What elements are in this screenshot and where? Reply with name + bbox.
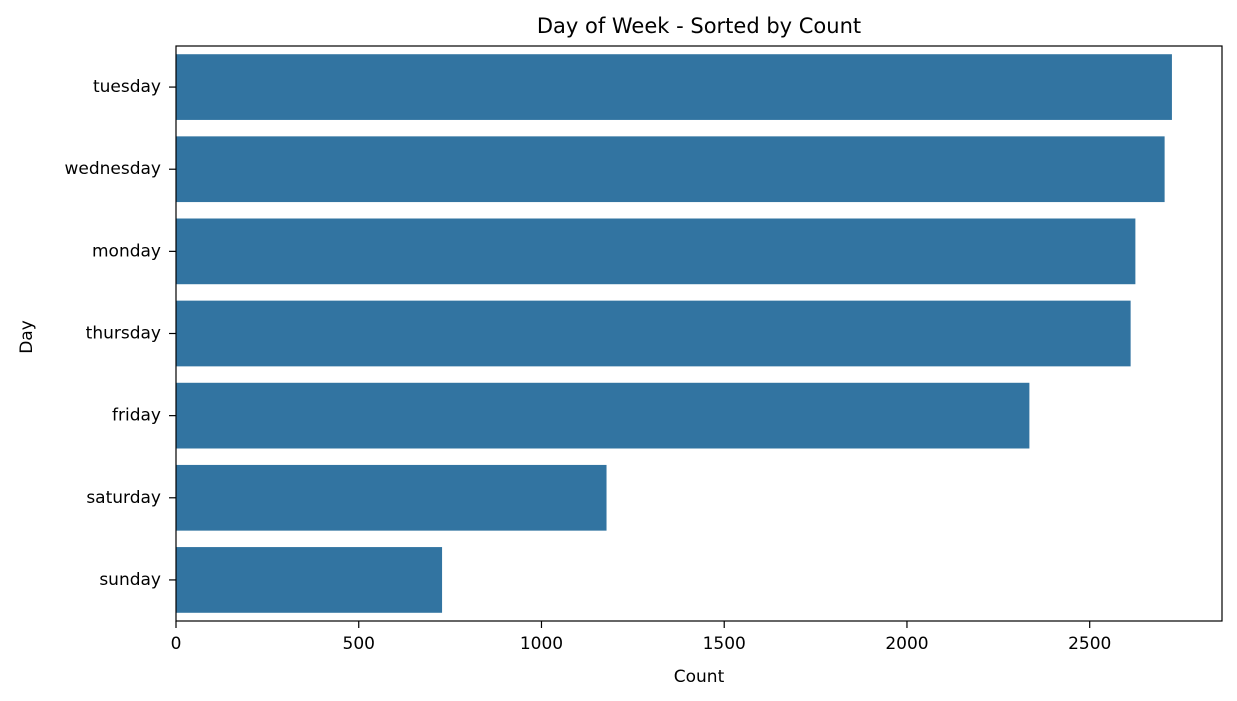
y-tick-label-saturday: saturday (86, 488, 161, 508)
bar-saturday (176, 464, 607, 531)
y-axis: tuesday wednesday monday thursday friday satu… (64, 77, 176, 590)
x-tick-label-1000: 1000 (520, 634, 563, 654)
bar-wednesday (176, 136, 1165, 203)
y-axis-label: Day (17, 320, 37, 354)
x-tick-label-2500: 2500 (1068, 634, 1111, 654)
x-tick-label-1500: 1500 (703, 634, 746, 654)
x-axis: 0 500 1000 1500 2000 2500 (171, 621, 1111, 654)
y-tick-label-thursday: thursday (86, 324, 161, 344)
bar-monday (176, 218, 1136, 285)
x-tick-label-500: 500 (343, 634, 375, 654)
bar-tuesday (176, 54, 1172, 120)
bar-sunday (176, 547, 443, 613)
y-tick-label-sunday: sunday (99, 570, 161, 590)
bar-thursday (176, 300, 1131, 367)
bars-group (176, 54, 1172, 613)
y-tick-label-tuesday: tuesday (93, 77, 161, 97)
x-tick-label-2000: 2000 (885, 634, 928, 654)
x-axis-label: Count (674, 667, 725, 687)
y-tick-label-wednesday: wednesday (64, 159, 161, 179)
y-tick-label-monday: monday (92, 241, 161, 261)
bar-friday (176, 382, 1030, 449)
x-tick-label-0: 0 (171, 634, 182, 654)
y-tick-label-friday: friday (112, 406, 161, 426)
plot-frame (175, 45, 1223, 622)
chart-title: Day of Week - Sorted by Count (537, 14, 861, 38)
